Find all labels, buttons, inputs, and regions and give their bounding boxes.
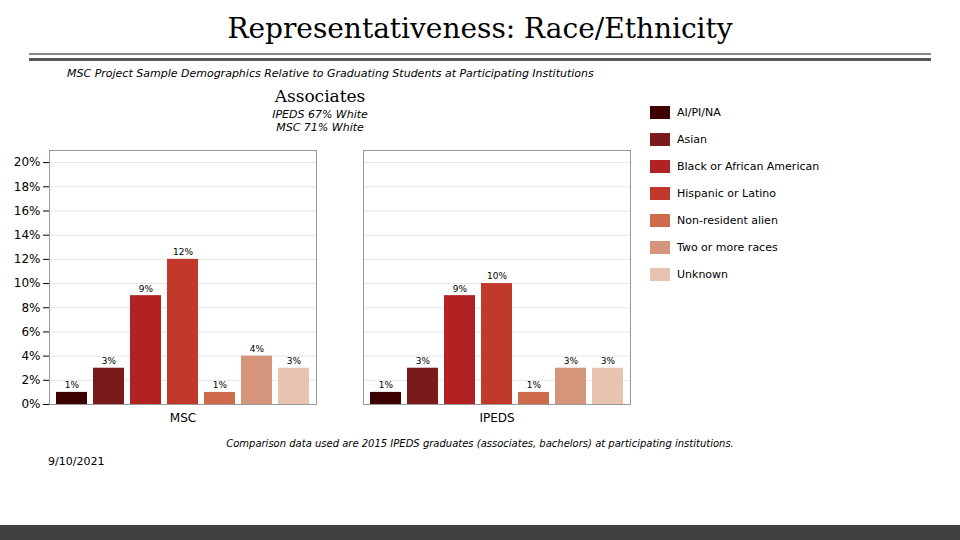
- html-text:Comparison data used are 2015: Comparison data used are 2015 IPEDS grad…: [226, 438, 734, 449]
- svg-text:3%: 3%: [416, 356, 431, 366]
- html-text:AI/PI/NA: AI/PI/NA: [677, 106, 721, 119]
- html-text:Asian: Asian: [677, 133, 707, 146]
- svg-text:4%: 4%: [21, 349, 40, 363]
- html-text:IPEDS 67% White MSC 71% White: IPEDS 67% White MSC 71% White: [272, 108, 368, 134]
- svg-text:16%: 16%: [14, 204, 41, 218]
- svg-text:8%: 8%: [21, 301, 40, 315]
- html-text:Associates: Associates: [274, 86, 366, 106]
- svg-text:10%: 10%: [14, 276, 41, 290]
- svg-text:14%: 14%: [14, 228, 41, 242]
- svg-text:20%: 20%: [14, 155, 41, 169]
- svg-text:1%: 1%: [379, 380, 394, 390]
- html-text:Black or African American: Black or African American: [677, 160, 820, 173]
- svg-text:12%: 12%: [14, 252, 41, 266]
- html-text:Representativeness: Race/Ethni: Representativeness: Race/Ethnicity: [227, 12, 733, 45]
- html-text:Non-resident alien: Non-resident alien: [677, 214, 778, 227]
- html-text:Unknown: Unknown: [677, 268, 729, 281]
- svg-text:IPEDS: IPEDS: [479, 411, 514, 425]
- svg-text:18%: 18%: [14, 180, 41, 194]
- svg-text:4%: 4%: [250, 344, 265, 354]
- svg-text:10%: 10%: [487, 271, 507, 281]
- svg-text:3%: 3%: [564, 356, 579, 366]
- html-text:9/10/2021: 9/10/2021: [48, 455, 105, 468]
- svg-text:MSC: MSC: [170, 411, 196, 425]
- svg-text:2%: 2%: [21, 373, 40, 387]
- svg-text:1%: 1%: [65, 380, 80, 390]
- svg-text:9%: 9%: [139, 284, 154, 294]
- svg-text:12%: 12%: [173, 247, 193, 257]
- svg-text:1%: 1%: [213, 380, 228, 390]
- html-text:Hispanic or Latino: Hispanic or Latino: [677, 187, 776, 200]
- svg-text:3%: 3%: [601, 356, 616, 366]
- svg-text:3%: 3%: [287, 356, 302, 366]
- html-text:Two or more races: Two or more races: [677, 241, 778, 254]
- svg-text:9%: 9%: [453, 284, 468, 294]
- svg-text:1%: 1%: [527, 380, 542, 390]
- svg-text:6%: 6%: [21, 325, 40, 339]
- svg-text:0%: 0%: [21, 397, 40, 411]
- html-text:MSC Project Sample Demographic: MSC Project Sample Demographics Relative…: [67, 67, 594, 80]
- svg-text:3%: 3%: [102, 356, 117, 366]
